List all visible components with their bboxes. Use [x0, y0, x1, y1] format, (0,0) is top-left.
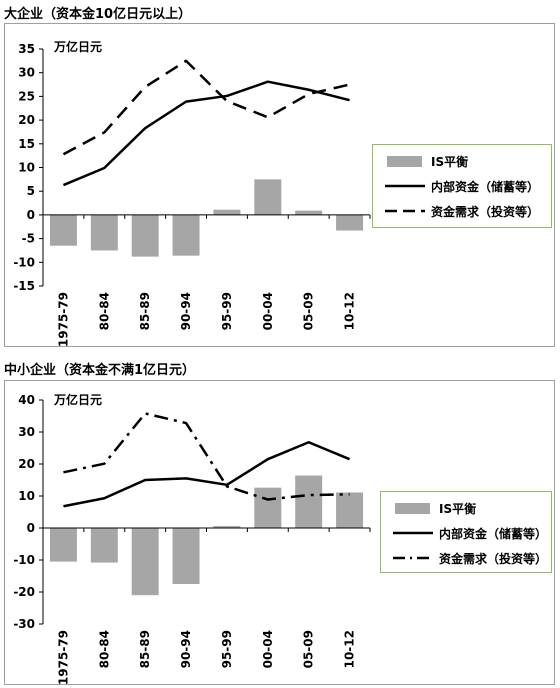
chart1-bar	[295, 210, 323, 215]
chart1-y-tick-label: 0	[27, 208, 35, 222]
chart2-legend-label: IS平衡	[439, 502, 477, 516]
chart1-legend: IS平衡 内部资金（储蓄等） 资金需求（投资等）	[372, 144, 552, 228]
chart1-bar	[49, 214, 77, 246]
chart2-y-tick-label: 40	[18, 393, 35, 407]
chart2-category-label: 95-99	[220, 630, 234, 668]
chart2-plot: -30 -20 -10 0 10 20 30 40 1975-79 80-84 85-89 90-94…	[13, 393, 371, 684]
chart2-panel: -30 -20 -10 0 10 20 30 40 1975-79 80-84 85-89 90-94…	[4, 380, 555, 685]
chart1-category-label: 90-94	[179, 292, 193, 330]
chart2-y-tick-label: 30	[18, 425, 35, 439]
chart1-category-label: 10-12	[343, 292, 357, 330]
dashdot-line-icon	[393, 556, 433, 560]
solid-line-icon	[393, 531, 433, 535]
chart2-y-tick-label: 10	[18, 489, 35, 503]
chart1-legend-label: 内部资金（储蓄等）	[431, 180, 540, 194]
chart1-y-tick-label: 20	[18, 113, 35, 127]
chart2-category-label: 1975-79	[56, 630, 70, 684]
chart1-bar	[254, 179, 282, 215]
chart1-category-label: 1975-79	[56, 292, 70, 346]
chart2-unit-label: 万亿日元	[54, 393, 103, 407]
chart1-unit-label: 万亿日元	[54, 40, 103, 54]
chart2-bar	[254, 487, 282, 528]
chart1-y-tick-label: 35	[18, 42, 35, 56]
chart2-legend: IS平衡 内部资金（储蓄等） 资金需求（投资等）	[380, 491, 552, 573]
chart1-series-line	[62, 59, 350, 156]
chart1-y-tick-label: -15	[13, 279, 35, 293]
chart2-series-line	[63, 440, 351, 508]
chart1-legend-label: 资金需求（投资等）	[431, 205, 540, 219]
chart1-title: 大企业（资本金10亿日元以上）	[4, 7, 192, 22]
chart2-series-line	[63, 412, 350, 501]
chart2-bar	[336, 492, 364, 528]
chart2-y-tick-label: 20	[18, 457, 35, 471]
chart2-legend-label: 资金需求（投资等）	[439, 552, 548, 566]
chart1-category-label: 05-09	[302, 292, 316, 330]
chart1-y-tick-label: 5	[27, 184, 35, 198]
chart1-bar	[131, 214, 159, 257]
chart1-series-line	[62, 80, 350, 187]
chart1-panel: -15 -10 -5 0 5 10 15 20 25 30 35 1975-79 80-84 85-89 9…	[4, 23, 555, 347]
chart2-bar	[49, 528, 77, 562]
chart2-bar	[131, 528, 159, 596]
chart1-y-tick-label: 15	[18, 137, 35, 151]
chart1-y-tick-label: 10	[18, 161, 35, 175]
chart1-category-label: 80-84	[97, 292, 111, 330]
chart1-legend-label: IS平衡	[431, 155, 469, 169]
chart2-y-tick-label: -10	[13, 553, 35, 567]
chart2-category-label: 80-84	[97, 630, 111, 668]
chart2-category-label: 10-12	[343, 630, 357, 668]
chart1-category-label: 00-04	[261, 292, 275, 330]
chart2-bar	[213, 526, 241, 528]
chart2-title: 中小企业（资本金不满1亿日元）	[4, 363, 196, 378]
chart2-legend-label: 内部资金（储蓄等）	[439, 527, 548, 541]
chart2-category-label: 90-94	[179, 630, 193, 668]
chart1-y-tick-label: -5	[22, 232, 35, 246]
chart2-category-label: 00-04	[261, 630, 275, 668]
chart1-category-label: 95-99	[220, 292, 234, 330]
chart2-y-tick-label: -30	[13, 617, 35, 631]
chart2-bar	[172, 528, 200, 584]
chart1-y-tick-label: 30	[18, 66, 35, 80]
chart1-category-label: 85-89	[138, 292, 152, 330]
solid-line-icon	[385, 184, 425, 188]
bar-swatch-icon	[387, 156, 422, 167]
chart2-category-label: 05-09	[302, 630, 316, 668]
chart1-y-tick-label: -10	[13, 255, 35, 269]
bar-swatch-icon	[395, 503, 430, 514]
chart1-bar	[90, 214, 118, 251]
chart2-y-tick-label: -20	[13, 585, 35, 599]
chart2-y-tick-label: 0	[27, 521, 35, 535]
chart1-bar	[213, 209, 241, 215]
dashed-line-icon	[385, 209, 425, 213]
chart1-plot: -15 -10 -5 0 5 10 15 20 25 30 35 1975-79 80-84 85-89 9…	[13, 42, 371, 346]
chart2-bar	[295, 475, 323, 528]
chart1-bar	[172, 214, 200, 256]
chart1-bar	[336, 214, 364, 231]
chart2-category-label: 85-89	[138, 630, 152, 668]
chart1-y-tick-label: 25	[18, 89, 35, 103]
chart2-bar	[90, 528, 118, 563]
